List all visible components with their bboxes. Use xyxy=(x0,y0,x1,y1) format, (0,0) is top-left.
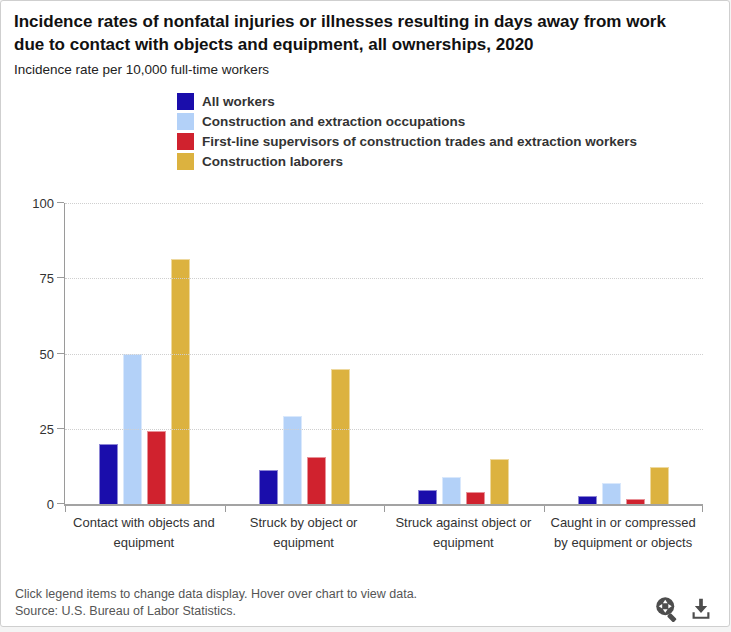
legend-item[interactable]: All workers xyxy=(177,93,637,110)
download-button[interactable] xyxy=(688,595,714,622)
category-axis: Contact with objects and equipmentStruck… xyxy=(64,513,703,552)
category-label: Struck by object or equipment xyxy=(224,513,384,552)
legend-label: All workers xyxy=(202,93,275,110)
bar[interactable] xyxy=(650,467,669,504)
legend-label: First-line supervisors of construction t… xyxy=(202,133,637,150)
source-text: Source: U.S. Bureau of Labor Statistics. xyxy=(15,603,575,620)
bar[interactable] xyxy=(171,259,190,504)
bar[interactable] xyxy=(259,470,278,504)
bar[interactable] xyxy=(602,483,621,504)
legend-item[interactable]: First-line supervisors of construction t… xyxy=(177,133,637,150)
legend-item[interactable]: Construction laborers xyxy=(177,153,637,170)
legend-hint-text: Click legend items to change data displa… xyxy=(15,586,575,603)
x-axis-tick xyxy=(225,506,226,512)
bar[interactable] xyxy=(331,369,350,504)
gridline xyxy=(65,429,703,430)
chart-actions xyxy=(654,595,714,622)
x-axis-tick xyxy=(544,506,545,512)
chart-title: Incidence rates of nonfatal injuries or … xyxy=(14,11,682,56)
y-axis-tick xyxy=(57,277,64,278)
legend-swatch-icon xyxy=(177,113,194,130)
bar[interactable] xyxy=(307,457,326,504)
x-axis-tick xyxy=(65,506,66,512)
footer-note: Click legend items to change data displa… xyxy=(15,586,575,620)
bar[interactable] xyxy=(578,496,597,504)
bar[interactable] xyxy=(147,431,166,504)
bar[interactable] xyxy=(418,490,437,504)
bar[interactable] xyxy=(442,477,461,504)
y-tick-label: 75 xyxy=(12,271,54,286)
legend-label: Construction laborers xyxy=(202,153,343,170)
legend-label: Construction and extraction occupations xyxy=(202,113,465,130)
y-tick-label: 25 xyxy=(12,421,54,436)
pan-magnifier-icon xyxy=(654,610,681,625)
y-tick-label: 100 xyxy=(12,196,54,211)
category-label: Contact with objects and equipment xyxy=(64,513,224,552)
legend: All workers Construction and extraction o… xyxy=(177,93,637,173)
bar[interactable] xyxy=(490,459,509,505)
category-label: Caught in or compressed by equipment or … xyxy=(543,513,703,552)
bar[interactable] xyxy=(99,444,118,504)
legend-swatch-icon xyxy=(177,133,194,150)
bar[interactable] xyxy=(466,492,485,504)
y-tick-label: 50 xyxy=(12,346,54,361)
y-axis-tick xyxy=(57,353,64,354)
y-axis-tick xyxy=(57,428,64,429)
x-axis-tick xyxy=(702,506,703,512)
legend-swatch-icon xyxy=(177,93,194,110)
zoom-button[interactable] xyxy=(654,595,681,622)
gridline xyxy=(65,354,703,355)
y-axis-tick xyxy=(57,503,64,504)
y-tick-label: 0 xyxy=(12,497,54,512)
download-icon xyxy=(688,610,714,625)
category-label: Struck against object or equipment xyxy=(384,513,544,552)
chart-card: Incidence rates of nonfatal injuries or … xyxy=(0,0,730,627)
bar[interactable] xyxy=(626,499,645,504)
legend-item[interactable]: Construction and extraction occupations xyxy=(177,113,637,130)
gridline xyxy=(65,278,703,279)
plot-area: 0255075100 xyxy=(64,203,703,504)
gridline xyxy=(65,203,703,204)
y-axis-tick xyxy=(57,202,64,203)
x-axis-tick xyxy=(384,506,385,512)
chart-subtitle: Incidence rate per 10,000 full-time work… xyxy=(14,62,614,77)
legend-swatch-icon xyxy=(177,153,194,170)
